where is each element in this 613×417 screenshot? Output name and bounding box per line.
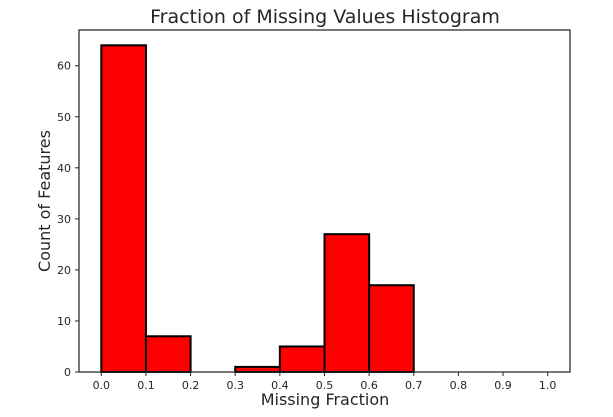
- y-tick-label: 40: [57, 162, 71, 175]
- histogram-bar-0: [100, 44, 147, 373]
- histogram-bar-6: [368, 284, 415, 373]
- y-tick-label: 30: [57, 213, 71, 226]
- x-tick-label: 0.0: [93, 379, 111, 392]
- y-tick-label: 0: [64, 366, 71, 379]
- histogram-bar-4: [278, 345, 326, 373]
- x-tick-label: 0.8: [450, 379, 468, 392]
- x-axis-label: Missing Fraction: [261, 390, 390, 409]
- histogram-bar-3: [234, 365, 281, 373]
- x-tick-label: 0.9: [494, 379, 512, 392]
- histogram-bar-5: [323, 233, 371, 373]
- y-tick-label: 60: [57, 60, 71, 73]
- x-tick-label: 0.1: [137, 379, 155, 392]
- y-tick-label: 10: [57, 315, 71, 328]
- histogram-bar-1: [144, 335, 192, 373]
- x-tick-label: 0.7: [405, 379, 423, 392]
- x-tick-label: 0.4: [271, 379, 289, 392]
- bars-layer: [100, 44, 415, 373]
- y-tick-label: 50: [57, 111, 71, 124]
- ticks-layer: 0.0 0.1 0.2 0.3 0.4 0.5 0.6 0.7 0.8 0.9 1.0 0 10 20 30…: [57, 60, 556, 392]
- x-tick-label: 0.3: [226, 379, 244, 392]
- x-tick-label: 0.6: [360, 379, 378, 392]
- x-tick-label: 0.5: [316, 379, 334, 392]
- y-axis-label: Count of Features: [35, 130, 54, 272]
- chart-title: Fraction of Missing Values Histogram: [150, 6, 500, 28]
- x-tick-label: 1.0: [539, 379, 557, 392]
- x-tick-label: 0.2: [182, 379, 200, 392]
- y-tick-label: 20: [57, 264, 71, 277]
